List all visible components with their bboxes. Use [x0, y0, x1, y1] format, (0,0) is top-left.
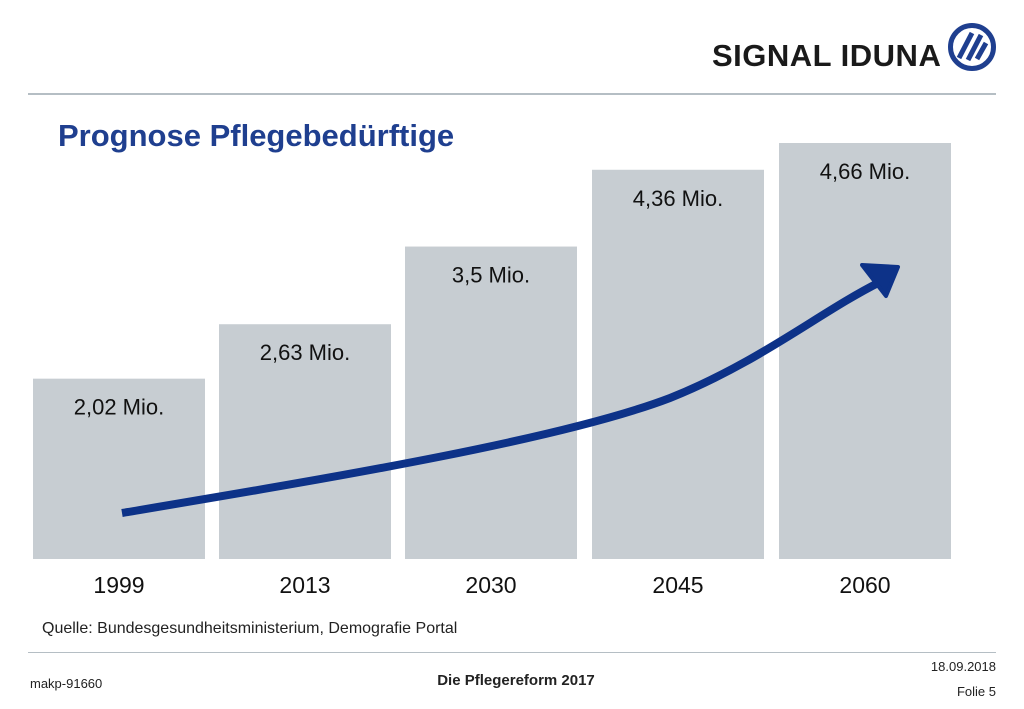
trend-arrow-head-icon [860, 263, 900, 298]
value-label-2060: 4,66 Mio. [820, 159, 911, 184]
footer-slide-number: Folie 5 [956, 684, 996, 699]
footer-title: Die Pflegereform 2017 [437, 672, 595, 689]
category-label-2013: 2013 [279, 572, 330, 598]
category-label-2030: 2030 [465, 572, 516, 598]
footer-divider [28, 652, 996, 653]
value-label-2013: 2,63 Mio. [260, 340, 351, 365]
category-label-1999: 1999 [93, 572, 144, 598]
footer-date: 18.09.2018 [930, 659, 996, 674]
category-label-2060: 2060 [839, 572, 890, 598]
footer-id: makp-91660 [30, 676, 103, 691]
trend-arrow-line [121, 278, 882, 517]
value-label-1999: 2,02 Mio. [74, 395, 165, 420]
bar-2030 [405, 246, 577, 559]
bar-2060 [779, 143, 951, 559]
value-label-2045: 4,36 Mio. [633, 186, 724, 211]
signal-iduna-logo-icon [948, 23, 996, 71]
brand-name: SIGNAL IDUNA [712, 38, 942, 73]
category-label-2045: 2045 [652, 572, 703, 598]
source-note: Quelle: Bundesgesundheitsministerium, De… [42, 620, 458, 637]
value-label-2030: 3,5 Mio. [452, 263, 530, 288]
bar-1999 [33, 378, 205, 559]
header-divider [28, 93, 996, 95]
bar-2013 [219, 324, 391, 559]
page-title: Prognose Pflegebedürftige [58, 118, 455, 153]
